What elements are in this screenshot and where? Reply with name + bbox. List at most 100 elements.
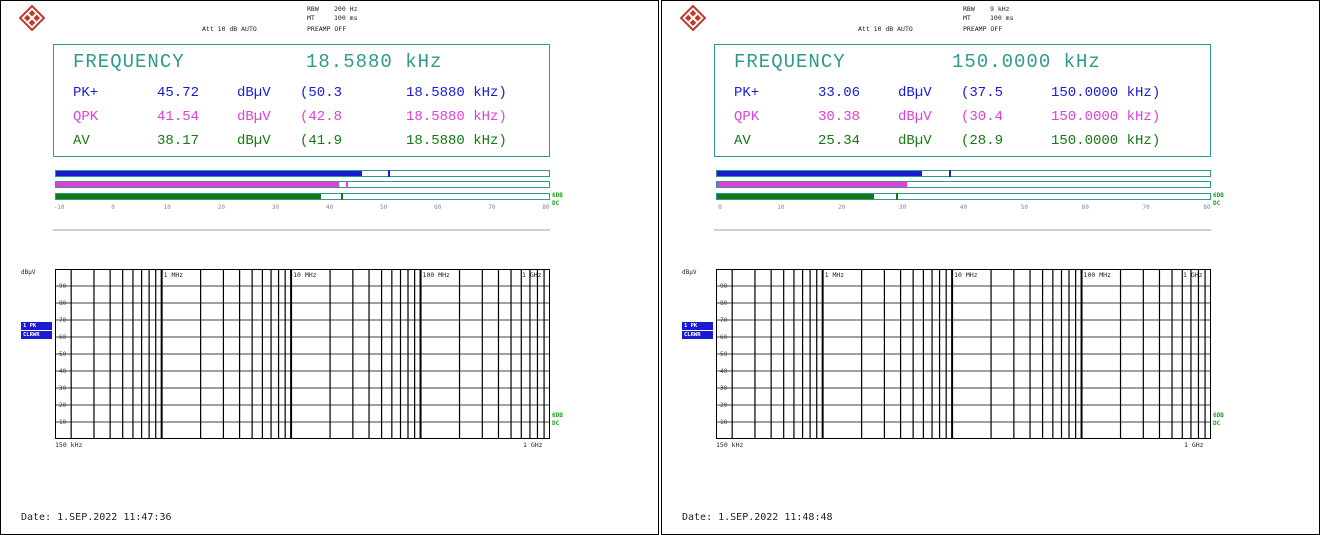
mt-value: 100 ms bbox=[990, 14, 1014, 22]
grid-y-tick: 80 bbox=[720, 300, 728, 307]
grid-6db-label: 6DB bbox=[1213, 412, 1224, 419]
qpk-detector-level: 30.38 bbox=[818, 109, 861, 125]
qpk-detector-level: 41.54 bbox=[157, 109, 200, 125]
bar-scale-tick: 70 bbox=[488, 204, 496, 211]
bar-6db-label: 6DB bbox=[552, 192, 563, 199]
bar-scale-tick: 80 bbox=[1203, 204, 1211, 211]
pk-level-bar bbox=[716, 170, 1211, 177]
pk-detector-name: PK+ bbox=[73, 85, 99, 101]
av-detector-limit: (41.9 bbox=[300, 133, 343, 149]
bar-scale-tick: 20 bbox=[838, 204, 846, 211]
frequency-label: FREQUENCY bbox=[73, 51, 185, 73]
grid-unit-label: dBµV bbox=[21, 269, 36, 276]
pk-detector-limit: (37.5 bbox=[961, 85, 1004, 101]
attenuation-label: Att 10 dB AUTO bbox=[858, 25, 913, 33]
bar-scale-tick: 60 bbox=[1081, 204, 1089, 211]
receiver-panel-left: RBW 200 Hz MT 100 ms Att 10 dB AUTO PREA… bbox=[0, 0, 659, 535]
grid-decade-label: 1 MHz bbox=[825, 271, 845, 279]
grid-dc-label: DC bbox=[1213, 420, 1221, 427]
grid-y-tick: 20 bbox=[59, 402, 67, 409]
bar-dc-label: DC bbox=[552, 200, 560, 207]
grid-6db-label: 6DB bbox=[552, 412, 563, 419]
av-detector-name: AV bbox=[734, 133, 751, 149]
grid-y-tick: 30 bbox=[59, 385, 67, 392]
qpk-detector-limit: (30.4 bbox=[961, 109, 1004, 125]
attenuation-label: Att 10 dB AUTO bbox=[202, 25, 257, 33]
qpk-detector-limit: (42.8 bbox=[300, 109, 343, 125]
trace-label-clrwr: CLRWR bbox=[682, 331, 713, 339]
av-detector-level: 25.34 bbox=[818, 133, 861, 149]
rohde-schwarz-logo-icon bbox=[19, 5, 45, 31]
pk-detector-level: 45.72 bbox=[157, 85, 200, 101]
rbw-value: 9 kHz bbox=[990, 5, 1010, 13]
grid-y-tick: 40 bbox=[720, 368, 728, 375]
frequency-label: FREQUENCY bbox=[734, 51, 846, 73]
grid-y-tick: 60 bbox=[720, 334, 728, 341]
qpk-detector-freq: 150.0000 kHz) bbox=[1051, 109, 1161, 125]
bar-scale-tick: 10 bbox=[163, 204, 171, 211]
pk-detector-level: 33.06 bbox=[818, 85, 861, 101]
grid-decade-label: 10 MHz bbox=[293, 271, 317, 279]
grid-y-tick: 40 bbox=[59, 368, 67, 375]
av-level-bar bbox=[55, 193, 550, 200]
av-detector-freq: 18.5880 kHz) bbox=[406, 133, 507, 149]
grid-unit-label: dBµV bbox=[682, 269, 697, 276]
mt-value: 100 ms bbox=[334, 14, 358, 22]
frequency-readout-box: FREQUENCY 150.0000 kHz PK+ 33.06 dBµV (3… bbox=[714, 44, 1211, 157]
grid-y-tick: 20 bbox=[720, 402, 728, 409]
grid-decade-label: 1 MHz bbox=[164, 271, 184, 279]
frequency-value: 150.0000 kHz bbox=[952, 51, 1101, 73]
trace-indicator: 1 PK CLRWR bbox=[682, 322, 713, 340]
grid-decade-label: 10 MHz bbox=[954, 271, 978, 279]
trace-indicator: 1 PK CLRWR bbox=[21, 322, 52, 340]
grid-y-tick: 60 bbox=[59, 334, 67, 341]
bar-scale-tick: 50 bbox=[1020, 204, 1028, 211]
bar-scale-tick: 0 bbox=[111, 204, 115, 211]
qpk-detector-freq: 18.5880 kHz) bbox=[406, 109, 507, 125]
trace-label-clrwr: CLRWR bbox=[21, 331, 52, 339]
trace-label-pk: 1 PK bbox=[21, 322, 52, 330]
qpk-detector-unit: dBµV bbox=[898, 109, 932, 125]
qpk-detector-unit: dBµV bbox=[237, 109, 271, 125]
bar-scale-tick: 10 bbox=[777, 204, 785, 211]
bar-scale-tick: 40 bbox=[959, 204, 968, 211]
pk-detector-unit: dBµV bbox=[898, 85, 932, 101]
bar-scale-tick: 30 bbox=[899, 204, 907, 211]
pk-detector-freq: 150.0000 kHz) bbox=[1051, 85, 1161, 101]
av-detector-freq: 150.0000 kHz) bbox=[1051, 133, 1161, 149]
grid-decade-label: 100 MHz bbox=[423, 271, 450, 279]
bar-scale-tick: -10 bbox=[53, 204, 65, 211]
qpk-level-bar bbox=[716, 181, 1211, 188]
frequency-readout-box: FREQUENCY 18.5880 kHz PK+ 45.72 dBµV (50… bbox=[53, 44, 550, 157]
pk-detector-name: PK+ bbox=[734, 85, 760, 101]
av-detector-limit: (28.9 bbox=[961, 133, 1004, 149]
grid-y-tick: 80 bbox=[59, 300, 67, 307]
pk-level-bar bbox=[55, 170, 550, 177]
grid-y-tick: 10 bbox=[720, 419, 728, 426]
pk-detector-freq: 18.5880 kHz) bbox=[406, 85, 507, 101]
separator bbox=[714, 229, 1211, 231]
bar-scale-tick: 20 bbox=[217, 204, 225, 211]
grid-decade-label: 100 MHz bbox=[1084, 271, 1111, 279]
bar-scale: 0 10 20 30 40 50 60 70 80 bbox=[716, 204, 1211, 214]
av-detector-unit: dBµV bbox=[898, 133, 932, 149]
bar-scale: -10 0 10 20 30 40 50 60 70 80 bbox=[53, 204, 550, 214]
grid-start-freq: 150 kHz bbox=[716, 441, 744, 449]
bar-scale-tick: 0 bbox=[718, 204, 722, 211]
separator bbox=[53, 229, 550, 231]
spectrum-grid: 90 80 70 60 50 40 30 20 10 1 MHz 10 MHz 100 MHz 1 GH… bbox=[716, 269, 1211, 439]
frequency-value: 18.5880 kHz bbox=[306, 51, 443, 73]
timestamp: Date: 1.SEP.2022 11:48:48 bbox=[682, 512, 833, 523]
grid-decade-label: 1 GHz bbox=[522, 271, 542, 279]
preamp-label: PREAMP OFF bbox=[307, 25, 347, 33]
rbw-label: RBW bbox=[307, 5, 319, 13]
grid-decade-label: 1 GHz bbox=[1183, 271, 1203, 279]
rbw-label: RBW bbox=[963, 5, 975, 13]
av-detector-unit: dBµV bbox=[237, 133, 271, 149]
qpk-detector-name: QPK bbox=[73, 109, 99, 125]
grid-stop-freq: 1 GHz bbox=[523, 441, 543, 449]
receiver-panel-right: RBW 9 kHz MT 100 ms Att 10 dB AUTO PREAM… bbox=[661, 0, 1320, 535]
rohde-schwarz-logo-icon bbox=[680, 5, 706, 31]
qpk-detector-name: QPK bbox=[734, 109, 760, 125]
grid-stop-freq: 1 GHz bbox=[1184, 441, 1204, 449]
